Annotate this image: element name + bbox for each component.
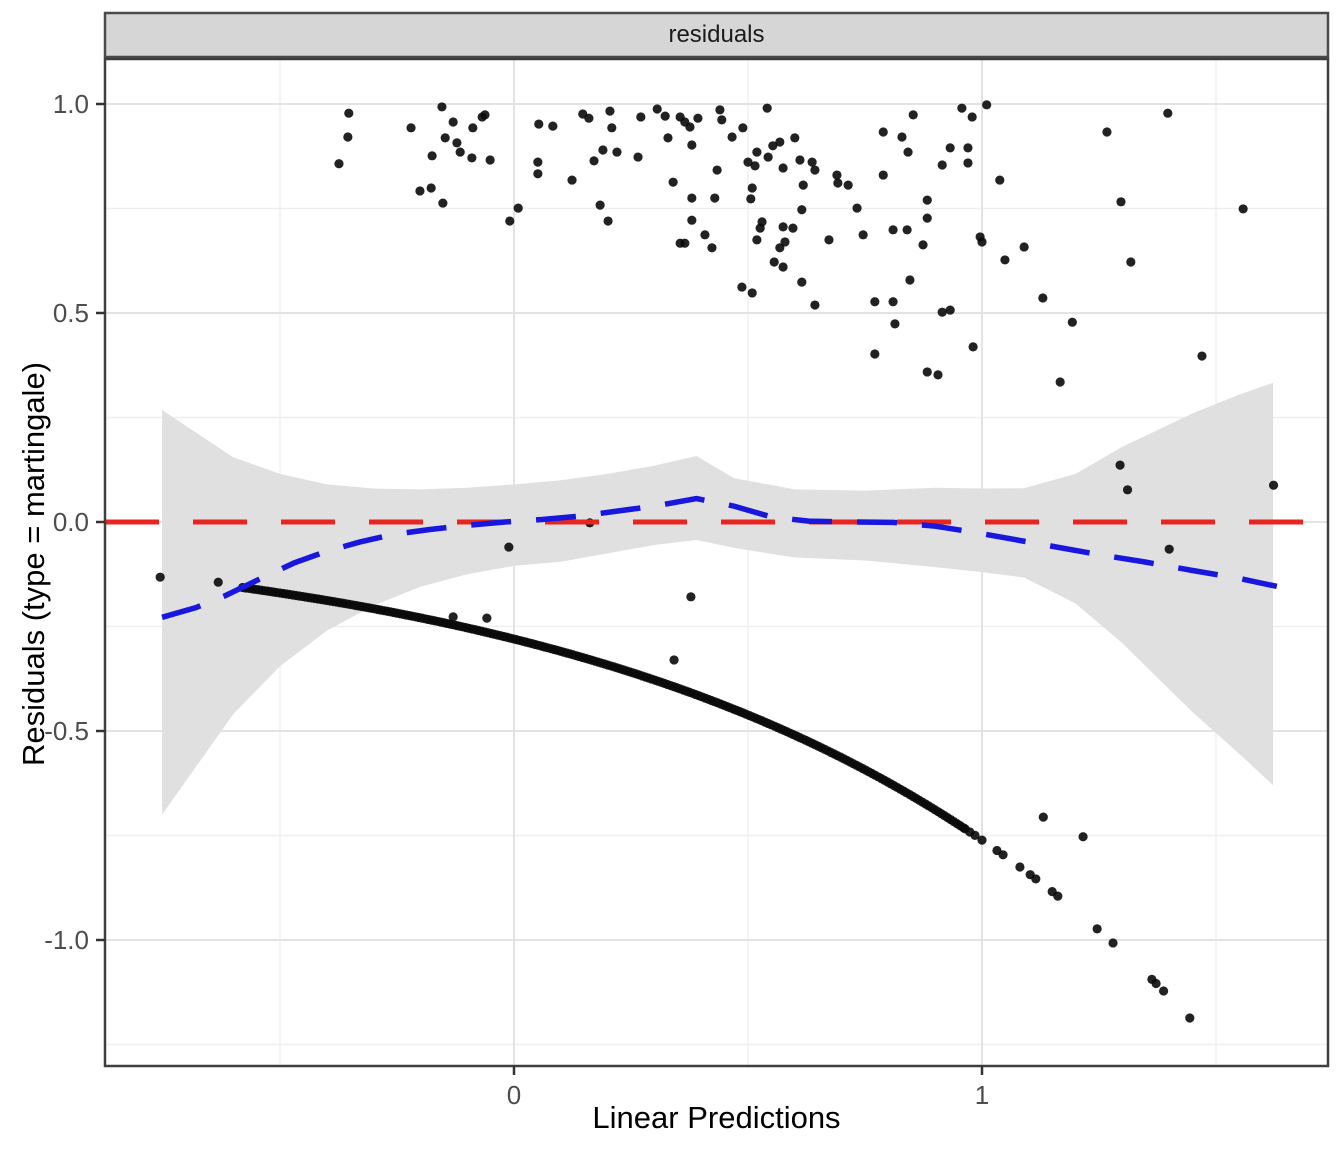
scatter-points xyxy=(155,100,1279,1023)
svg-text:0.5: 0.5 xyxy=(53,298,89,328)
axes: 1.0 0.5 0.0 -0.5 -1.0 0 1 xyxy=(44,89,989,1110)
svg-text:1: 1 xyxy=(975,1080,989,1110)
svg-text:0.0: 0.0 xyxy=(53,507,89,537)
facet-strip-label: residuals xyxy=(668,21,765,48)
facet-strip xyxy=(103,11,1330,59)
smooth-trend-line xyxy=(161,495,1278,620)
svg-text:-0.5: -0.5 xyxy=(44,716,89,746)
y-axis-title: Residuals (type = martingale) xyxy=(16,361,51,767)
svg-text:0: 0 xyxy=(507,1080,521,1110)
x-axis-title: Linear Predictions xyxy=(592,1100,841,1135)
panel-border xyxy=(103,57,1330,1068)
smooth-confidence-ribbon xyxy=(162,382,1274,815)
svg-text:-1.0: -1.0 xyxy=(44,925,89,955)
svg-text:1.0: 1.0 xyxy=(53,89,89,119)
